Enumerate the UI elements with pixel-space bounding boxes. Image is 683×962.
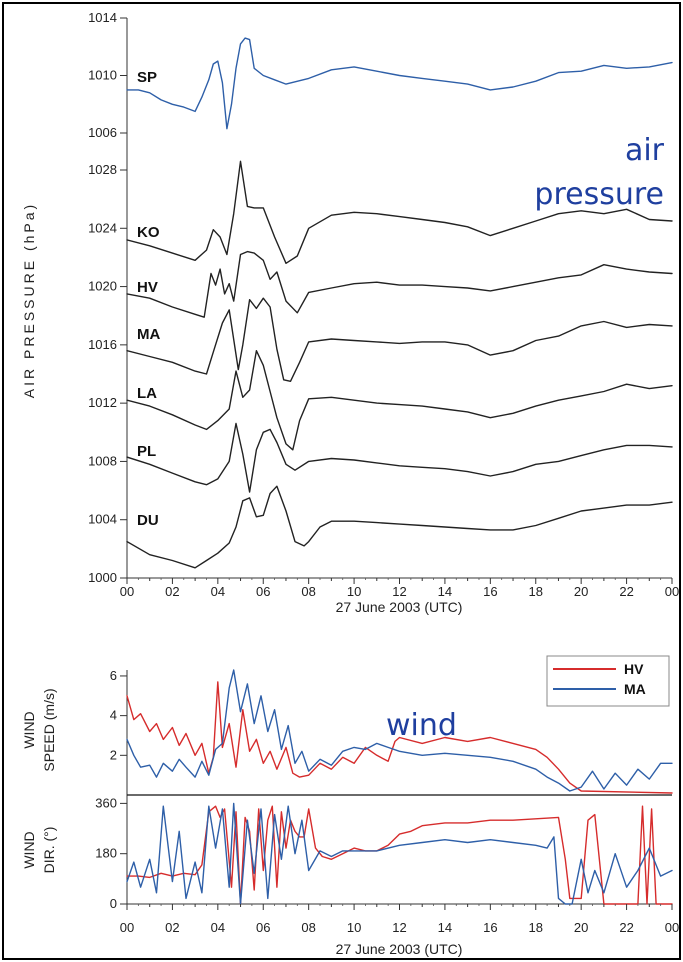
wind-direction-y-tick-label: 360 (95, 795, 117, 810)
pressure-stations-y-tick-label: 1016 (88, 337, 117, 352)
wind-speed-y-title-line-1: WIND (21, 711, 37, 748)
wind-x-tick-label: 20 (574, 920, 588, 935)
wind-x-tick-label: 10 (347, 920, 361, 935)
wind-x-tick-label: 08 (301, 920, 315, 935)
pressure-stations-series-du (126, 485, 673, 569)
wind-speed-y-tick-label: 6 (110, 668, 117, 683)
pressure-stations-y-tick-label: 1012 (88, 395, 117, 410)
pressure-stations-series-la (126, 350, 673, 451)
pressure-x-tick-label: 20 (574, 584, 588, 599)
station-label-la: LA (137, 385, 157, 402)
station-label-ko: KO (137, 224, 160, 241)
station-label-hv: HV (137, 279, 158, 296)
pressure-x-tick-label: 18 (529, 584, 543, 599)
wind-x-axis-title: 27 June 2003 (UTC) (336, 941, 463, 957)
legend-label-hv: HV (624, 661, 644, 677)
pressure-sp-series-sp (126, 37, 673, 130)
pressure-sp-y-tick-label: 1006 (88, 125, 117, 140)
wind-speed-series-ma (126, 669, 673, 792)
pressure-x-tick-label: 06 (256, 584, 270, 599)
pressure-stations-y-tick-label: 1028 (88, 162, 117, 177)
pressure-x-tick-label: 22 (619, 584, 633, 599)
pressure-stations-series-ko (126, 160, 673, 264)
pressure-x-tick-label: 16 (483, 584, 497, 599)
pressure-stations-series-hv (126, 250, 673, 318)
station-label-pl: PL (137, 443, 156, 460)
pressure-stations-y-tick-label: 1020 (88, 279, 117, 294)
pressure-x-tick-label: 08 (301, 584, 315, 599)
pressure-x-axis-title: 27 June 2003 (UTC) (336, 599, 463, 615)
pressure-x-tick-label: 10 (347, 584, 361, 599)
pressure-stations-y-tick-label: 1004 (88, 512, 117, 527)
wind-legend-box (546, 655, 670, 707)
wind-speed-y-tick-label: 2 (110, 747, 117, 762)
wind-chart: WIND SPEED (m/s) WIND DIR. (°) 27 June 2… (21, 655, 679, 957)
pressure-x-tick-label: 00 (120, 584, 134, 599)
station-label-sp: SP (137, 69, 157, 86)
pressure-x-tick-label: 00 (665, 584, 679, 599)
wind-x-tick-label: 22 (619, 920, 633, 935)
wind-direction-series-ma (126, 802, 673, 905)
pressure-stations-series-ma (126, 297, 673, 382)
pressure-x-tick-label: 14 (438, 584, 452, 599)
air-pressure-annotation-line-1: air (625, 133, 665, 168)
pressure-x-tick-label: 12 (392, 584, 406, 599)
wind-speed-series-hv (126, 681, 673, 794)
wind-x-tick-label: 00 (665, 920, 679, 935)
wind-x-tick-label: 12 (392, 920, 406, 935)
legend-label-ma: MA (624, 681, 646, 697)
wind-x-tick-label: 16 (483, 920, 497, 935)
pressure-stations-y-tick-label: 1000 (88, 570, 117, 585)
pressure-x-tick-label: 02 (165, 584, 179, 599)
pressure-stations-series-pl (126, 422, 673, 493)
wind-x-tick-label: 18 (529, 920, 543, 935)
wind-direction-y-tick-label: 0 (110, 896, 117, 911)
air-pressure-annotation-line-2: pressure (534, 177, 664, 212)
pressure-y-axis-title: AIR PRESSURE (hPa) (21, 202, 37, 398)
wind-direction-y-tick-label: 180 (95, 846, 117, 861)
pressure-sp-y-tick-label: 1010 (88, 68, 117, 83)
station-label-ma: MA (137, 326, 160, 343)
wind-legend: HV MA (546, 655, 670, 707)
wind-x-tick-label: 04 (211, 920, 225, 935)
pressure-x-tick-label: 04 (211, 584, 225, 599)
wind-dir-y-title-line-2: DIR. (°) (41, 827, 57, 874)
wind-speed-y-tick-label: 4 (110, 708, 117, 723)
station-label-du: DU (137, 512, 159, 529)
wind-speed-y-title-line-2: SPEED (m/s) (41, 688, 57, 771)
pressure-stations-y-tick-label: 1008 (88, 453, 117, 468)
wind-x-tick-label: 06 (256, 920, 270, 935)
wind-dir-y-title-line-1: WIND (21, 831, 37, 868)
wind-x-tick-label: 02 (165, 920, 179, 935)
pressure-stations-y-tick-label: 1024 (88, 220, 117, 235)
pressure-chart: AIR PRESSURE (hPa) 27 June 2003 (UTC) ai… (21, 10, 679, 615)
pressure-sp-y-tick-label: 1014 (88, 10, 117, 25)
wind-x-tick-label: 14 (438, 920, 452, 935)
wind-x-tick-label: 00 (120, 920, 134, 935)
